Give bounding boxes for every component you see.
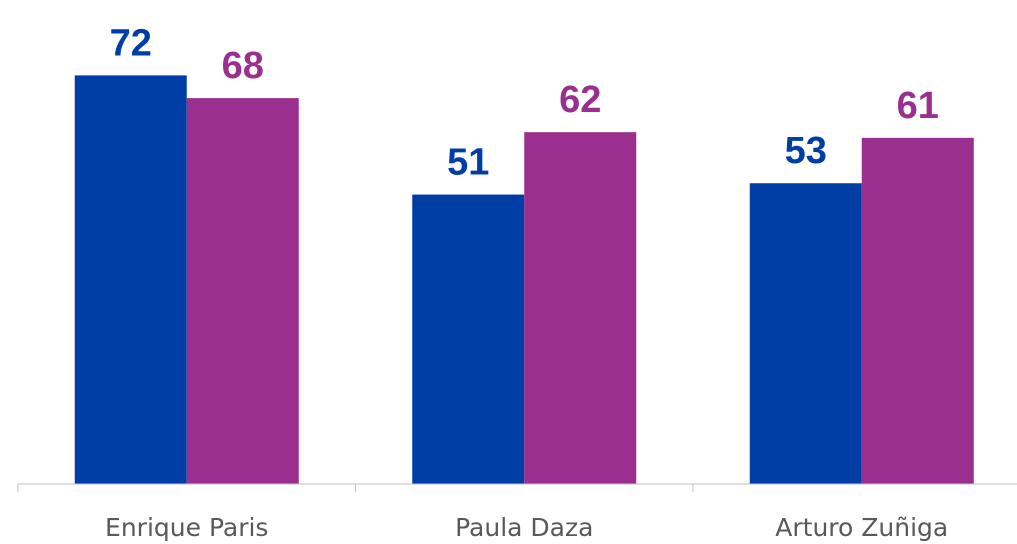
x-tick-label: Paula Daza (455, 513, 593, 542)
bar (186, 98, 299, 484)
bar (412, 194, 525, 484)
bar (861, 137, 974, 484)
bar (749, 183, 862, 484)
value-label: 62 (559, 79, 601, 121)
value-label: 72 (110, 22, 152, 64)
x-tick-label: Arturo Zuñiga (775, 513, 948, 542)
bar (524, 132, 637, 484)
value-label: 53 (785, 130, 827, 172)
x-tick-label: Enrique Paris (105, 513, 268, 542)
value-label: 51 (447, 142, 489, 184)
bar (74, 75, 187, 485)
value-label: 61 (897, 85, 939, 127)
value-label: 68 (222, 45, 264, 87)
